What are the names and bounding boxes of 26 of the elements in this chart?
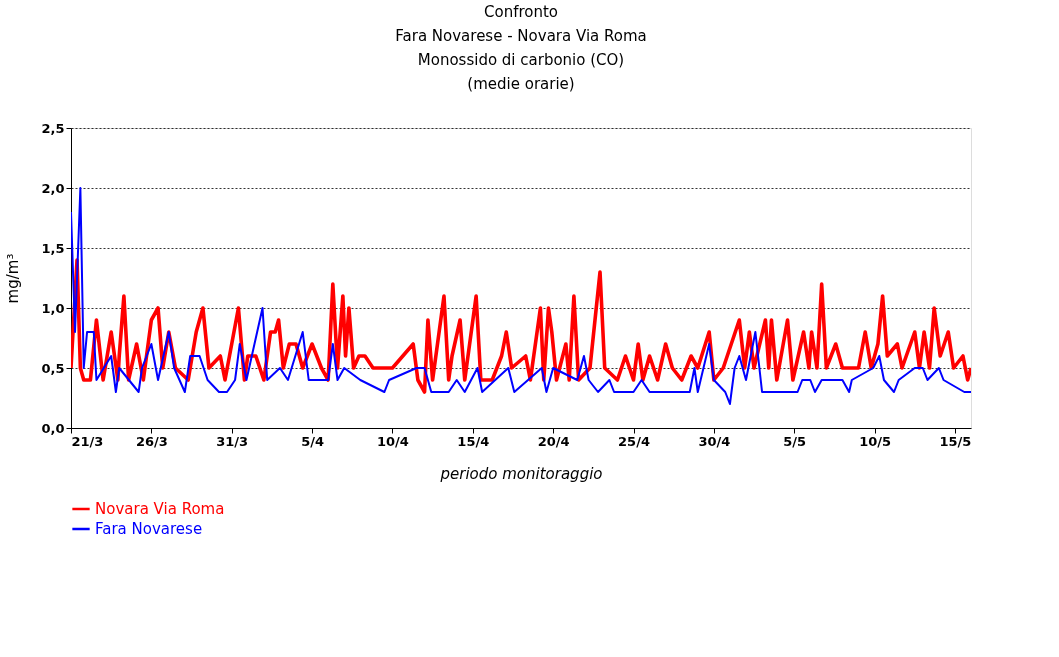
x-tick-label: 15/4 [457,433,490,449]
x-tick-label: 10/5 [859,433,892,449]
y-tick-label: 1,5 [41,240,65,256]
y-tick-label: 0,0 [41,420,65,436]
y-tick-label: 2,5 [41,120,65,136]
text: Monossido di carbonio (CO) [417,51,625,69]
text: (medie orarie) [467,75,575,93]
x-tick-label: 26/3 [135,433,168,449]
x-tick-label: 10/4 [376,433,409,449]
y-tick-label: 2,0 [41,180,65,196]
text: Confronto [483,3,559,21]
text: Fara Novarese - Novara Via Roma [395,27,647,45]
legend-label: Novara Via Roma [95,500,225,518]
x-tick-label: 20/4 [537,433,570,449]
x-tick-label: 30/4 [698,433,731,449]
x-axis-title: periodo monitoraggio [439,464,603,483]
y-tick-label: 0,5 [41,360,65,376]
x-tick-label: 15/5 [939,433,972,449]
legend-label: Fara Novarese [95,520,203,538]
x-tick-label: 21/3 [71,433,104,449]
x-tick-label: 5/5 [783,433,807,449]
x-tick-label: 31/3 [216,433,249,449]
y-axis-title: mg/m³ [4,253,23,304]
x-tick-label: 25/4 [618,433,650,449]
y-tick-label: 1,0 [41,300,65,316]
x-tick-label: 5/4 [301,433,324,449]
